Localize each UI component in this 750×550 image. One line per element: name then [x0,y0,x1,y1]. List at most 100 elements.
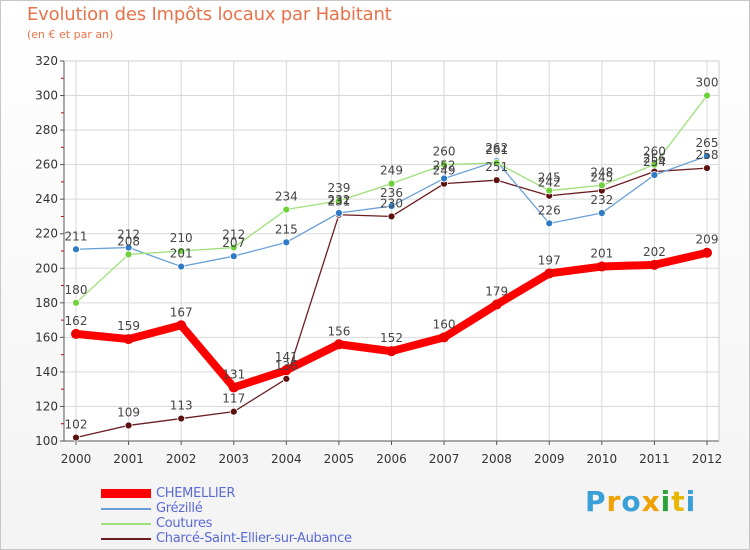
data-point [229,407,238,416]
logo-letter: P [585,485,607,518]
tick-label-x: 2007 [429,452,460,466]
data-point [123,334,134,345]
tick-label-y: 120 [35,399,58,413]
data-point [439,332,450,343]
legend-label: Grézillé [156,501,203,516]
data-label: 300 [696,76,719,90]
chart-subtitle: (en € et par an) [27,28,114,41]
data-point [229,252,238,261]
data-label: 109 [117,405,140,419]
legend-swatch [101,489,151,498]
data-point [650,160,659,169]
data-label: 113 [170,399,193,413]
data-label: 245 [590,171,613,185]
legend-label: Charcé-Saint-Ellier-sur-Aubance [156,531,352,546]
tick-label-y: 180 [35,296,58,310]
data-label: 232 [590,193,613,207]
data-point [335,197,343,205]
data-point [177,247,186,255]
data-point [387,202,396,210]
data-label: 258 [696,148,719,162]
data-label: 249 [433,164,456,178]
data-point [335,209,343,217]
data-point [176,320,187,331]
data-point [492,159,501,167]
data-point [282,374,291,383]
tick-label-x: 2003 [218,452,249,466]
data-label: 212 [222,228,245,242]
tick-label-y: 100 [35,434,58,448]
data-label: 251 [485,160,508,174]
logo-letter: i [685,485,697,518]
data-label: 141 [275,350,298,364]
data-point [703,91,711,100]
tick-label-x: 2011 [639,452,670,466]
data-label: 131 [222,367,245,381]
data-point [386,346,397,357]
data-label: 117 [222,392,245,406]
logo-letter: x [641,485,661,518]
data-point [282,238,291,247]
legend-swatch [101,508,151,510]
data-point [72,245,80,254]
data-point [597,209,606,217]
data-label: 209 [696,233,719,247]
data-point [124,421,133,430]
legend-label: Coutures [156,516,213,531]
data-label: 152 [380,331,403,345]
data-label: 180 [65,283,88,297]
tick-label-x: 2010 [587,452,618,466]
tick-label-y: 260 [35,158,58,172]
data-label: 226 [538,203,561,217]
data-label: 262 [485,141,508,155]
data-point [440,174,448,183]
data-point [545,186,554,195]
data-label: 236 [380,186,403,200]
data-label: 160 [433,317,456,331]
tick-label-x: 2002 [166,452,197,466]
data-point [492,176,501,185]
data-point [649,259,660,270]
data-point [387,212,396,221]
data-label: 136 [275,359,298,373]
data-label: 179 [485,285,508,299]
logo-letter: o [621,485,642,518]
data-label: 156 [327,324,350,338]
tick-label-y: 160 [35,330,58,344]
data-label: 230 [380,196,403,210]
data-point [177,262,186,271]
data-point [387,179,396,188]
tick-label-y: 240 [35,192,58,206]
data-label: 248 [590,165,613,179]
data-label: 249 [380,164,403,178]
tick-label-x: 2005 [324,452,355,466]
data-label: 202 [643,245,666,259]
tick-label-y: 280 [35,123,58,137]
proxiti-logo: Proxiti [585,485,696,518]
tick-label-x: 2008 [481,452,512,466]
tick-label-x: 2009 [534,452,565,466]
grid [64,60,719,442]
data-label: 212 [117,228,140,242]
data-label: 256 [643,152,666,166]
data-label: 159 [117,319,140,333]
data-label: 210 [170,231,193,245]
data-point [650,171,659,179]
tick-label-y: 300 [35,89,58,103]
data-label: 162 [65,314,88,328]
data-label: 167 [170,305,193,319]
legend-label: CHEMELLIER [156,486,236,501]
data-label: 215 [275,222,298,236]
data-label: 211 [65,229,88,243]
data-point [228,382,239,393]
data-point [491,299,502,310]
data-point [597,181,606,190]
tick-label-x: 2004 [271,452,302,466]
data-label: 261 [485,143,508,157]
data-label: 252 [433,158,456,172]
data-point [703,152,711,160]
data-point [229,243,238,252]
data-label: 102 [65,418,88,432]
data-point [596,261,607,272]
